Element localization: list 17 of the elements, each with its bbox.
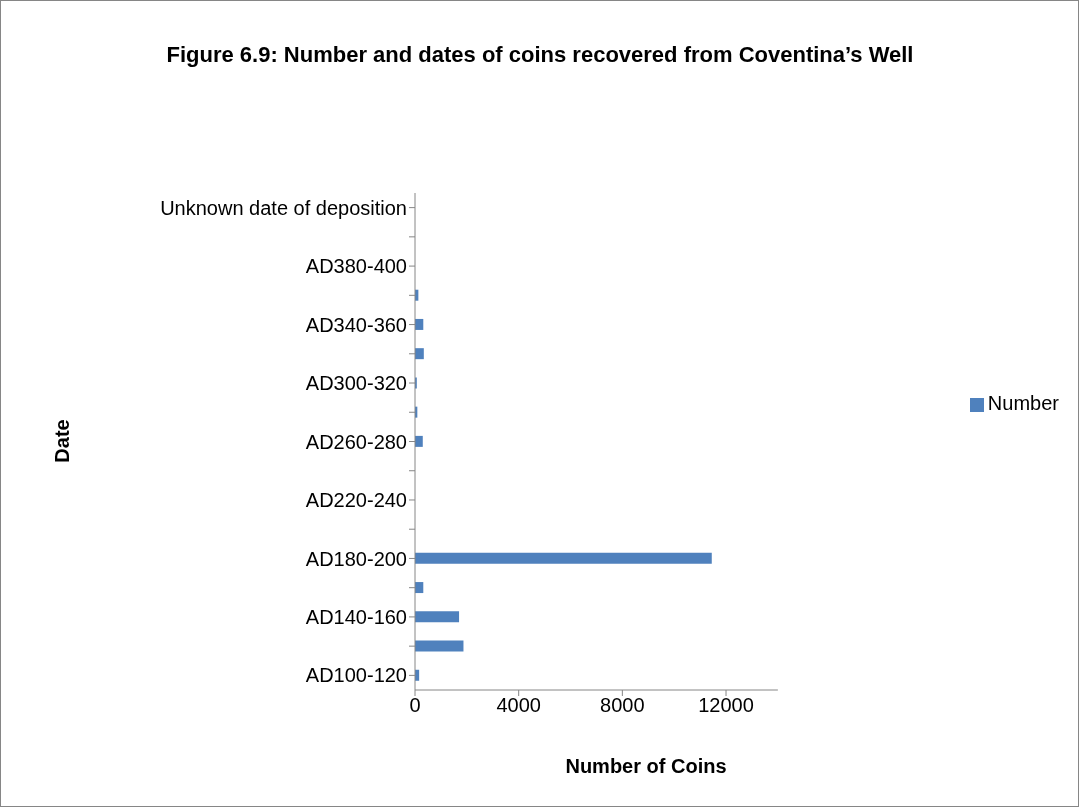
- x-axis-title: Number of Coins: [564, 755, 728, 778]
- y-tick-label: AD380-400: [305, 255, 407, 278]
- y-tick-label: AD340-360: [305, 313, 407, 336]
- y-tick-label: Unknown date of deposition: [160, 196, 407, 219]
- y-tick-label: AD140-160: [305, 606, 407, 629]
- y-tick-label: AD260-280: [305, 430, 407, 453]
- x-tick-label: 0: [409, 694, 421, 717]
- x-tick-label: 4000: [496, 694, 541, 717]
- y-tick-label: AD180-200: [305, 547, 407, 570]
- legend-label: Number: [987, 392, 1059, 414]
- y-tick-label: AD300-320: [305, 372, 407, 395]
- y-axis-title: Date: [50, 419, 74, 463]
- x-tick-label: 12000: [698, 694, 754, 717]
- x-tick-label: 8000: [600, 694, 645, 717]
- y-tick-label: AD100-120: [305, 664, 407, 687]
- chart-title: Figure 6.9: Number and dates of coins recovered from Coventina’s Well: [165, 41, 915, 69]
- y-tick-label: AD220-240: [305, 489, 407, 512]
